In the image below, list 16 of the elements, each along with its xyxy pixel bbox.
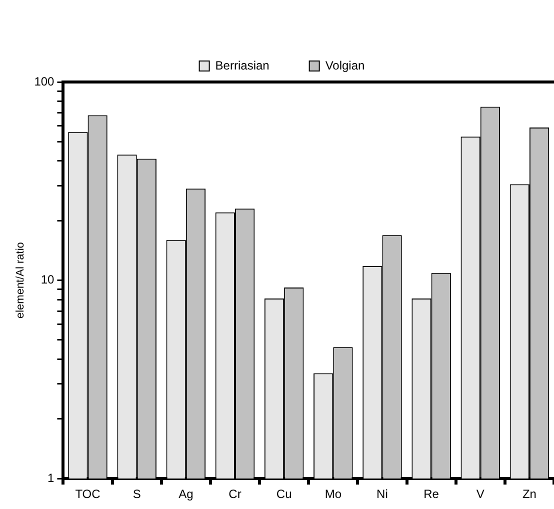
x-tick-label: Mo <box>324 487 342 502</box>
x-tick-label: Cr <box>228 487 242 502</box>
x-tick-label: Ni <box>376 487 388 502</box>
x-tick-label: Cu <box>276 487 292 502</box>
x-tick-label: Zn <box>522 487 536 502</box>
x-tick-label: V <box>476 487 484 502</box>
y-axis-title: element/Al ratio <box>14 242 27 319</box>
legend-label: Volgian <box>325 58 365 72</box>
y-tick-label: 100 <box>34 74 55 88</box>
x-tick-label: Ag <box>178 487 194 502</box>
x-tick-label: Re <box>424 487 440 502</box>
legend-label: Berriasian <box>215 58 270 72</box>
y-tick-label: 1 <box>48 470 55 485</box>
x-tick-label: S <box>132 487 141 502</box>
y-tick-label: 10 <box>40 272 55 287</box>
x-tick-label: TOC <box>75 487 101 502</box>
